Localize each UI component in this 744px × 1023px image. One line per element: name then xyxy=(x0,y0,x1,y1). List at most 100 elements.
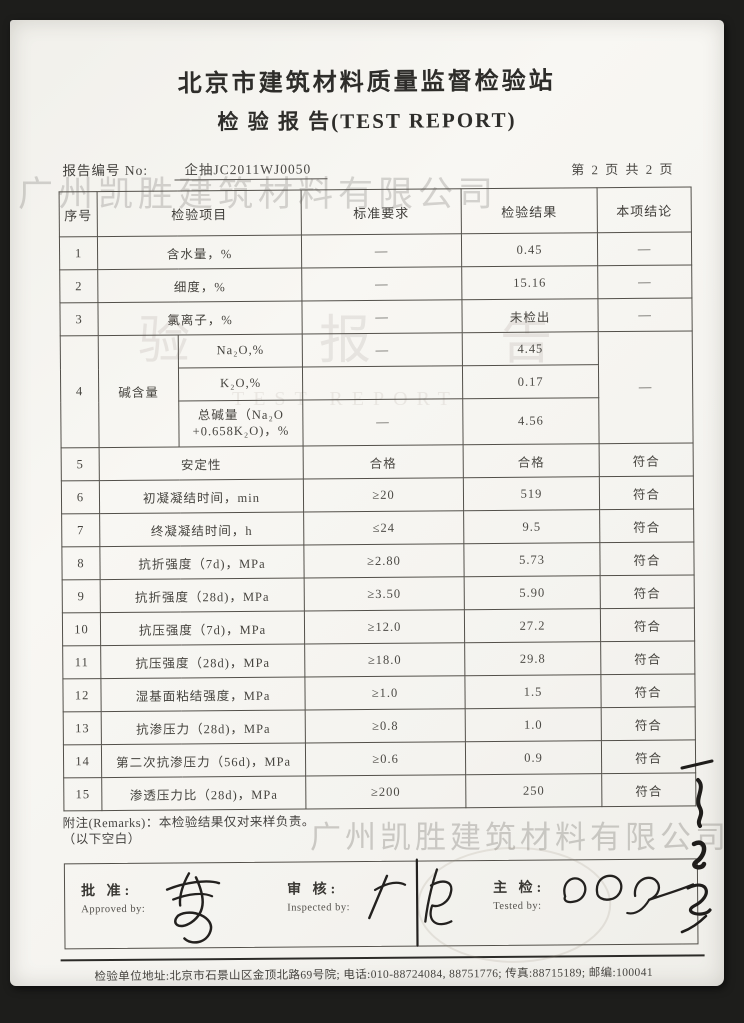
table-row: 7 终凝凝结时间，h ≤24 9.5 符合 xyxy=(61,508,694,547)
report-no-value: 企抽JC2011WJ0050 xyxy=(174,157,328,181)
cell-standard: ≥2.80 xyxy=(303,543,465,579)
cell-conclusion: — xyxy=(597,264,692,299)
cell-conclusion: 符合 xyxy=(600,640,695,675)
cell-no: 6 xyxy=(61,480,100,514)
table-row: 9 抗折强度（28d)，MPa ≥3.50 5.90 符合 xyxy=(62,574,695,613)
cell-standard: — xyxy=(301,299,463,335)
cell-item-group: 碱含量 xyxy=(98,334,180,448)
cell-standard: ≥12.0 xyxy=(304,609,465,645)
cell-item: 抗渗压力（28d)，MPa xyxy=(101,710,306,745)
table-row: 11 抗压强度（28d)，MPa ≥18.0 29.8 符合 xyxy=(62,640,695,679)
document-content: 北京市建筑材料质量监督检验站 检 验 报 告(TEST REPORT) 报告编号… xyxy=(10,20,724,986)
report-no-label: 报告编号 No: xyxy=(62,162,149,179)
cell-item: 抗压强度（28d)，MPa xyxy=(100,644,305,679)
cell-standard: — xyxy=(302,398,464,447)
cell-result: 519 xyxy=(463,476,600,511)
cell-standard: ≥0.6 xyxy=(305,741,466,777)
margin-handwriting-marks xyxy=(680,759,714,934)
table-row: 5 安定性 合格 合格 符合 xyxy=(61,442,694,481)
cell-item: 湿基面粘结强度，MPa xyxy=(100,677,306,712)
cell-sub-item: K₂O,% xyxy=(178,367,303,401)
cell-standard: ≥20 xyxy=(303,477,464,513)
cell-item: 初凝凝结时间，min xyxy=(99,479,304,514)
cell-no: 2 xyxy=(59,269,98,303)
cell-conclusion: 符合 xyxy=(600,607,695,642)
approve-label: 批 准: xyxy=(81,884,134,900)
footer-divider xyxy=(60,954,705,962)
cell-no: 14 xyxy=(63,744,102,778)
cell-conclusion: 符合 xyxy=(599,475,694,510)
cell-result: 0.45 xyxy=(461,232,598,267)
tested-signature-block: 主 检: Tested by: xyxy=(493,877,545,912)
cell-item: 抗压强度（7d)，MPa xyxy=(100,611,305,646)
tested-signature xyxy=(563,874,695,915)
cell-result: 15.16 xyxy=(461,265,598,300)
cell-conclusion: 符合 xyxy=(599,541,695,576)
cell-conclusion: — xyxy=(598,330,694,444)
table-header-row: 序号 检验项目 标准要求 检验结果 本项结论 xyxy=(59,186,692,237)
cell-item: 抗折强度（7d)，MPa xyxy=(99,545,305,580)
cell-no: 5 xyxy=(61,447,100,481)
cell-standard: — xyxy=(301,266,462,302)
cell-no: 4 xyxy=(60,335,100,448)
cell-standard: ≥3.50 xyxy=(304,576,465,612)
col-header-conclusion: 本项结论 xyxy=(597,186,692,233)
col-header-item: 检验项目 xyxy=(97,190,302,237)
tested-label-en: Tested by: xyxy=(493,900,542,913)
approved-signature xyxy=(165,872,221,944)
table-row: 8 抗折强度（7d)，MPa ≥2.80 5.73 符合 xyxy=(61,541,695,580)
table-row: 13 抗渗压力（28d)，MPa ≥0.8 1.0 符合 xyxy=(63,706,696,745)
cell-item: 第二次抗渗压力（56d)，MPa xyxy=(101,743,306,778)
cell-item: 细度，% xyxy=(97,268,302,303)
table-row: 10 抗压强度（7d)，MPa ≥12.0 27.2 符合 xyxy=(62,607,695,646)
cell-result: 5.90 xyxy=(464,575,601,610)
cell-conclusion: 符合 xyxy=(599,442,694,477)
cell-no: 11 xyxy=(62,645,101,679)
col-header-no: 序号 xyxy=(59,191,98,237)
organization-title: 北京市建筑材料质量监督检验站 xyxy=(177,68,556,98)
scanned-page: 广州凯胜建筑材料有限公司 验 报 告 TEST REPORT 广州凯胜建筑材料有… xyxy=(10,20,724,986)
col-header-standard: 标准要求 xyxy=(301,188,462,236)
cell-result: 9.5 xyxy=(463,509,600,544)
table-row: 6 初凝凝结时间，min ≥20 519 符合 xyxy=(61,475,694,514)
tested-label: 主 检: xyxy=(493,880,546,897)
cell-item: 含水量，% xyxy=(97,235,302,270)
cell-conclusion: 符合 xyxy=(600,574,695,609)
cell-result: 1.5 xyxy=(464,674,602,709)
table-row: 2 细度，% —15.16— xyxy=(59,264,692,303)
cell-item: 安定性 xyxy=(99,446,304,481)
signature-section: 批 准: Approved by: 审 核: Inspected by: xyxy=(63,846,699,964)
cell-no: 13 xyxy=(63,711,102,745)
cell-standard: ≥0.8 xyxy=(305,708,466,744)
cell-result: 0.9 xyxy=(465,740,602,775)
review-label: 审 核: xyxy=(287,882,340,898)
page-info: 第 2 页 共 2 页 xyxy=(571,161,675,178)
cell-result: 5.73 xyxy=(463,542,601,577)
report-meta-row: 报告编号 No: 企抽JC2011WJ0050 第 2 页 共 2 页 xyxy=(62,154,696,181)
review-label-en: Inspected by: xyxy=(287,902,351,914)
table-row: 3 氯离子，% — 未检出 — xyxy=(59,297,693,336)
report-table-body: 1 含水量，% —0.45—2 细度，% —15.16—3 氯离子，% — 未检出 —4 碱含量 N… xyxy=(59,231,696,811)
cell-standard: ≥1.0 xyxy=(304,675,466,711)
cell-result: 4.45 xyxy=(462,331,599,366)
cell-item: 氯离子，% xyxy=(97,301,303,336)
cell-no: 7 xyxy=(61,513,100,547)
cell-result: 250 xyxy=(465,773,602,808)
cell-result: 27.2 xyxy=(464,608,601,643)
test-results-table: 序号 检验项目 标准要求 检验结果 本项结论 1 含水量，% —0.45—2 细度，%… xyxy=(59,186,697,811)
cell-result: 合格 xyxy=(463,443,600,478)
inspected-signature xyxy=(368,858,453,947)
cell-no: 12 xyxy=(62,678,102,712)
cell-standard: — xyxy=(302,332,463,368)
cell-result: 未检出 xyxy=(461,298,599,333)
table-row: 14 第二次抗渗压力（56d)，MPa ≥0.6 0.9 符合 xyxy=(63,739,696,778)
approval-signature-block: 批 准: Approved by: xyxy=(81,880,145,915)
cell-standard: ≥18.0 xyxy=(304,642,465,678)
table-row: 12 湿基面粘结强度，MPa ≥1.0 1.5 符合 xyxy=(62,673,696,712)
cell-item: 抗折强度（28d)，MPa xyxy=(100,578,305,613)
cell-no: 9 xyxy=(62,579,101,613)
cell-standard xyxy=(302,365,463,401)
cell-standard: 合格 xyxy=(303,444,464,480)
table-row: 15 渗透压力比（28d)，MPa ≥200 250 符合 xyxy=(63,772,696,811)
